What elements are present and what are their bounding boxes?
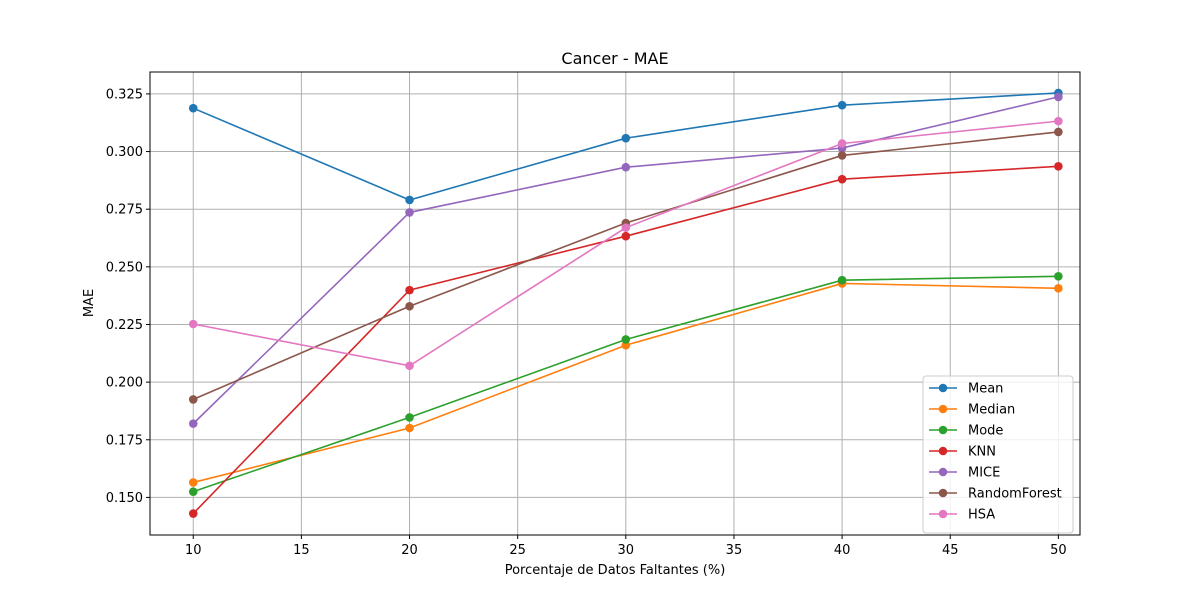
data-point-randomforest xyxy=(837,151,847,160)
legend-item-hsa: HSA xyxy=(929,508,995,523)
legend-marker-mice xyxy=(938,467,948,477)
data-point-mice xyxy=(188,419,198,428)
legend-item-median: Median xyxy=(929,403,1015,418)
data-point-hsa xyxy=(405,361,414,371)
x-tick-label: 20 xyxy=(401,543,418,558)
legend-label-hsa: HSA xyxy=(968,508,995,523)
legend-label-randomforest: RandomForest xyxy=(968,487,1062,502)
data-point-knn xyxy=(621,231,631,241)
data-point-median xyxy=(1054,283,1063,293)
x-axis-label: Porcentaje de Datos Faltantes (%) xyxy=(505,563,726,578)
series-layer xyxy=(188,88,1063,518)
data-point-median xyxy=(188,478,198,487)
x-axis-ticks: 10 15 20 25 30 35 40 45 50 xyxy=(185,535,1067,558)
data-point-mice xyxy=(405,208,414,217)
data-point-mice xyxy=(621,162,631,172)
legend-marker-mean xyxy=(938,383,948,393)
data-point-hsa xyxy=(621,223,631,232)
data-point-knn xyxy=(405,285,414,295)
data-point-hsa xyxy=(188,319,198,329)
x-tick-label: 45 xyxy=(942,543,959,558)
x-tick-label: 50 xyxy=(1050,543,1067,558)
legend-marker-knn xyxy=(938,446,948,456)
y-tick-label: 0.225 xyxy=(106,318,143,333)
data-point-mice xyxy=(1054,92,1063,102)
legend-label-mean: Mean xyxy=(968,382,1003,397)
legend-marker-randomforest xyxy=(938,488,948,498)
y-axis-ticks: 0.150 0.175 0.200 0.225 0.250 0.275 0.300 0.325 xyxy=(106,87,150,506)
data-point-mode xyxy=(837,275,847,285)
y-tick-label: 0.200 xyxy=(106,376,143,391)
legend-marker-hsa xyxy=(938,509,948,519)
x-tick-label: 15 xyxy=(293,543,310,558)
data-point-mode xyxy=(188,487,198,496)
legend-label-mice: MICE xyxy=(968,466,1000,481)
legend-marker-mode xyxy=(938,425,948,435)
plot-area-frame xyxy=(149,71,1081,536)
legend-item-mean: Mean xyxy=(929,382,1003,397)
data-point-knn xyxy=(1054,162,1063,171)
y-axis-label: MAE xyxy=(82,289,97,317)
x-tick-label: 10 xyxy=(185,543,202,558)
x-tick-label: 40 xyxy=(834,543,851,558)
legend-label-median: Median xyxy=(968,403,1015,418)
x-tick-label: 30 xyxy=(618,543,635,558)
y-tick-label: 0.325 xyxy=(106,87,143,102)
y-tick-label: 0.150 xyxy=(106,491,143,506)
data-point-median xyxy=(405,423,414,433)
data-point-mode xyxy=(405,413,414,422)
legend-label-mode: Mode xyxy=(968,424,1003,439)
y-tick-label: 0.250 xyxy=(106,260,143,275)
data-point-mean xyxy=(188,103,198,113)
x-tick-label: 25 xyxy=(509,543,526,558)
legend-item-knn: KNN xyxy=(929,445,996,460)
data-point-mode xyxy=(1054,271,1063,281)
data-point-knn xyxy=(837,174,847,184)
legend-marker-median xyxy=(938,404,948,414)
data-point-randomforest xyxy=(405,301,414,311)
data-point-hsa xyxy=(837,139,847,148)
data-point-hsa xyxy=(1054,116,1063,126)
series-randomforest xyxy=(188,127,1063,404)
y-tick-label: 0.275 xyxy=(106,203,143,218)
data-point-mode xyxy=(621,335,631,344)
chart-title: Cancer - MAE xyxy=(561,49,668,68)
legend-item-mice: MICE xyxy=(929,466,1000,481)
series-mode xyxy=(188,271,1063,496)
data-point-mean xyxy=(405,195,414,205)
series-hsa xyxy=(188,116,1063,371)
series-knn xyxy=(188,162,1063,518)
data-point-knn xyxy=(188,509,198,518)
y-tick-label: 0.175 xyxy=(106,433,143,448)
legend-box xyxy=(922,375,1074,534)
y-tick-label: 0.300 xyxy=(106,145,143,160)
legend-item-randomforest: RandomForest xyxy=(929,487,1062,502)
data-point-mean xyxy=(621,133,631,143)
x-tick-label: 35 xyxy=(726,543,743,558)
data-point-mean xyxy=(837,100,847,110)
legend: Mean Median Mode KNN MICE RandomForest HSA xyxy=(922,375,1074,534)
data-point-randomforest xyxy=(1054,127,1063,137)
legend-item-mode: Mode xyxy=(929,424,1003,439)
legend-label-knn: KNN xyxy=(968,445,996,460)
data-point-randomforest xyxy=(188,395,198,404)
